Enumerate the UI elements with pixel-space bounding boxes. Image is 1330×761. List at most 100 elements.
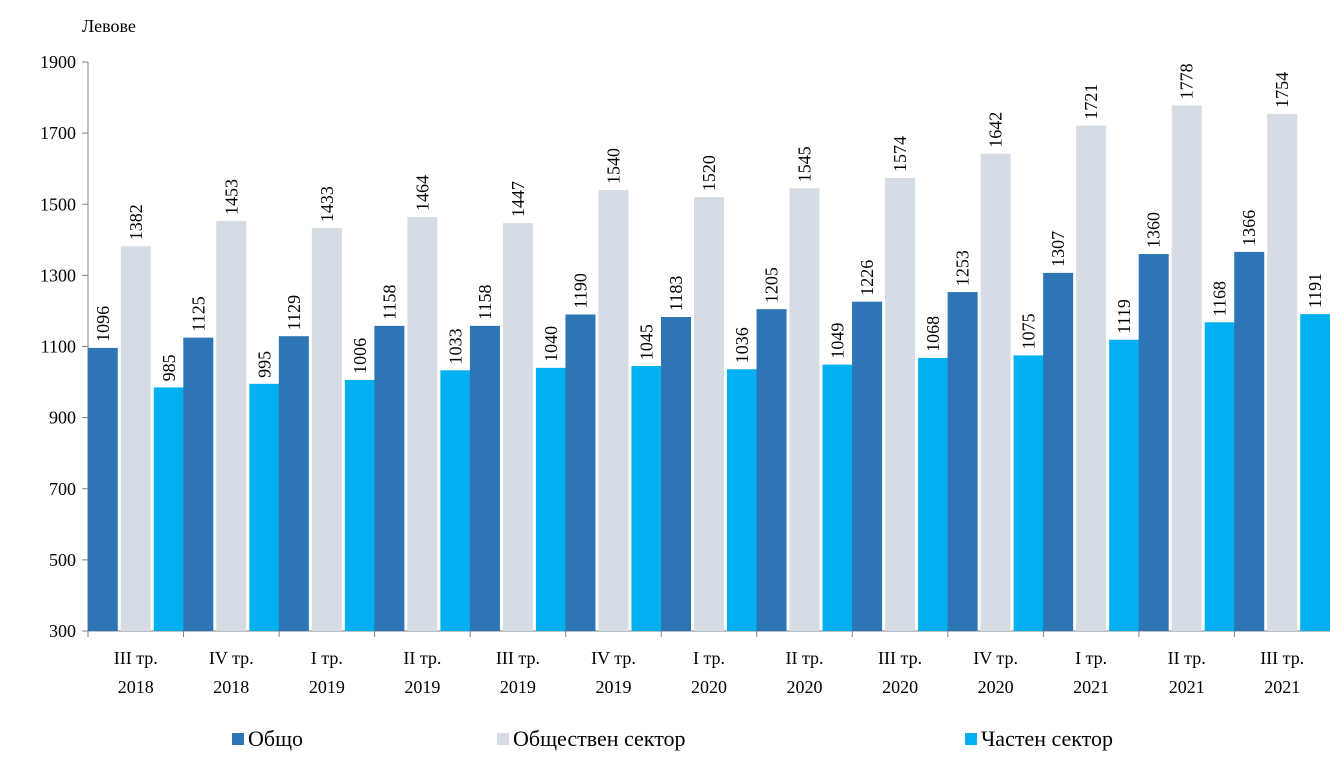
bar-public (694, 197, 724, 631)
x-tick-label: 2019 (595, 677, 631, 697)
bar-value-label: 1545 (795, 146, 815, 182)
x-tick-label: 2021 (1169, 677, 1205, 697)
y-tick-label: 1500 (40, 194, 76, 214)
x-tick-label: III тр. (1260, 648, 1304, 668)
bar-value-label: 1158 (379, 285, 399, 320)
y-tick-label: 1300 (40, 265, 76, 285)
bar-total (469, 325, 500, 631)
bar-value-label: 1168 (1210, 281, 1230, 316)
bar-public (1171, 105, 1202, 632)
bar-value-label: 1433 (317, 186, 337, 222)
bar-value-label: 1040 (541, 326, 561, 362)
bar-total (374, 325, 405, 631)
y-tick-label: 1700 (40, 123, 76, 143)
bar-value-label: 1642 (986, 112, 1006, 148)
x-tick-label: I тр. (311, 648, 343, 668)
bar-total (947, 292, 978, 631)
bar-public (216, 220, 247, 632)
x-tick-label: 2018 (118, 677, 154, 697)
x-tick-label: I тр. (693, 648, 725, 668)
bar-value-label: 1045 (636, 324, 656, 360)
bar-labels: 1096 1382 985 1125 1453 995 1129 1433 1006 1158 14… (93, 63, 1325, 381)
bar-value-label: 1119 (1114, 299, 1134, 334)
x-tick-label: 2020 (787, 677, 823, 697)
bar-private (631, 366, 662, 631)
x-tick-label: I тр. (1075, 648, 1107, 668)
bar-private (727, 369, 757, 631)
x-tick-label: 2018 (213, 677, 249, 697)
x-tick-label: II тр. (785, 648, 823, 668)
legend: Общо Обществен сектор Частен сектор (232, 726, 1113, 751)
bar-value-label: 995 (254, 351, 274, 378)
legend-label: Обществен сектор (513, 726, 686, 751)
bar-value-label: 1366 (1239, 210, 1259, 246)
bar-public (120, 246, 151, 631)
bar-private (1013, 355, 1044, 631)
bar-value-label: 1540 (603, 148, 623, 184)
bar-private (822, 364, 853, 631)
bar-value-label: 1226 (857, 260, 877, 296)
y-axis-label: Левове (82, 16, 136, 36)
bar-value-label: 1253 (953, 250, 973, 286)
bar-private (1300, 314, 1330, 631)
bar-value-label: 1158 (475, 285, 495, 320)
bar-value-label: 1075 (1019, 313, 1039, 349)
bar-value-label: 1778 (1177, 63, 1197, 99)
y-tick-label: 700 (49, 479, 76, 499)
bar-value-label: 1033 (445, 328, 465, 364)
x-tick-label: 2019 (404, 677, 440, 697)
bar-private (249, 383, 280, 631)
bar-public (502, 223, 533, 631)
y-tick-label: 1900 (40, 52, 76, 72)
bar-total (565, 314, 596, 631)
bar-total (852, 301, 883, 631)
x-tick-label: III тр. (496, 648, 540, 668)
legend-label: Частен сектор (981, 726, 1113, 751)
bar-public (980, 153, 1011, 631)
bar-private (440, 370, 471, 631)
x-tick-label: 2019 (309, 677, 345, 697)
x-tick-label: II тр. (403, 648, 441, 668)
bar-total (756, 309, 787, 631)
legend-swatch (232, 733, 244, 745)
bar-value-label: 1382 (126, 204, 146, 240)
bar-private (918, 357, 949, 631)
bar-value-label: 1049 (828, 323, 848, 359)
bar-value-label: 1068 (923, 316, 943, 352)
bar-public (311, 228, 342, 631)
x-tick-label: 2020 (691, 677, 727, 697)
bar-value-label: 1447 (508, 181, 528, 217)
bar-value-label: 1006 (350, 338, 370, 374)
bar-private (1204, 322, 1235, 631)
bar-value-label: 1190 (570, 273, 590, 308)
bar-value-label: 1191 (1305, 273, 1325, 308)
x-tick-label: 2020 (882, 677, 918, 697)
bar-value-label: 1307 (1048, 231, 1068, 267)
bar-value-label: 1453 (221, 179, 241, 215)
bar-value-label: 1574 (890, 136, 910, 172)
y-tick-label: 1100 (41, 337, 76, 357)
y-axis: 300 500 700 900 1100 1300 1500 1700 1900 (40, 52, 89, 641)
bar-value-label: 1205 (762, 267, 782, 303)
bar-total (183, 337, 214, 631)
y-tick-label: 900 (49, 408, 76, 428)
bar-value-label: 1520 (699, 155, 719, 191)
bar-value-label: 1754 (1272, 72, 1292, 108)
x-tick-label: 2019 (500, 677, 536, 697)
legend-swatch (965, 733, 977, 745)
bar-total (1234, 251, 1265, 631)
x-tick-label: 2021 (1264, 677, 1300, 697)
y-tick-label: 500 (49, 550, 76, 570)
x-tick-label: III тр. (114, 648, 158, 668)
bar-total (1138, 254, 1169, 631)
legend-swatch (497, 733, 509, 745)
bars (87, 105, 1330, 632)
x-tick-label: IV тр. (973, 648, 1018, 668)
x-tick-label: IV тр. (209, 648, 254, 668)
bar-value-label: 1721 (1081, 84, 1101, 120)
bar-private (1109, 339, 1140, 631)
bar-public (407, 217, 438, 632)
bar-total (278, 336, 309, 631)
bar-private (153, 387, 184, 631)
